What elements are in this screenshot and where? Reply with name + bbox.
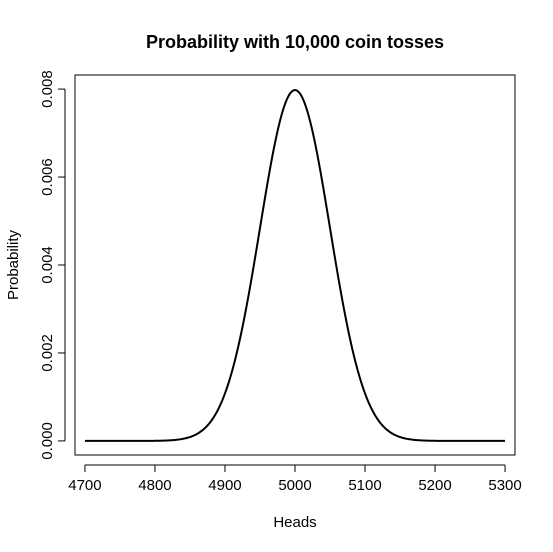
y-tick-label: 0.002 <box>39 334 56 372</box>
y-tick-label: 0.004 <box>39 246 56 284</box>
y-tick-label: 0.000 <box>39 422 56 460</box>
x-tick-label: 5100 <box>348 477 381 494</box>
x-axis: 4700 4800 4900 5000 5100 5200 5300 <box>68 464 522 494</box>
y-axis-label: Probability <box>5 229 22 300</box>
chart-title: Probability with 10,000 coin tosses <box>146 32 444 52</box>
x-tick-label: 5300 <box>488 477 521 494</box>
x-tick-label: 4800 <box>138 477 171 494</box>
x-tick-label: 4900 <box>208 477 241 494</box>
probability-curve <box>84 88 506 442</box>
plot-frame <box>74 74 516 456</box>
x-tick-label: 4700 <box>68 477 101 494</box>
y-axis: 0.000 0.002 0.004 0.006 0.008 <box>39 70 66 460</box>
x-tick-label: 5000 <box>278 477 311 494</box>
x-axis-label: Heads <box>273 514 316 531</box>
y-tick-label: 0.006 <box>39 158 56 196</box>
x-tick-label: 5200 <box>418 477 451 494</box>
y-tick-label: 0.008 <box>39 70 56 108</box>
